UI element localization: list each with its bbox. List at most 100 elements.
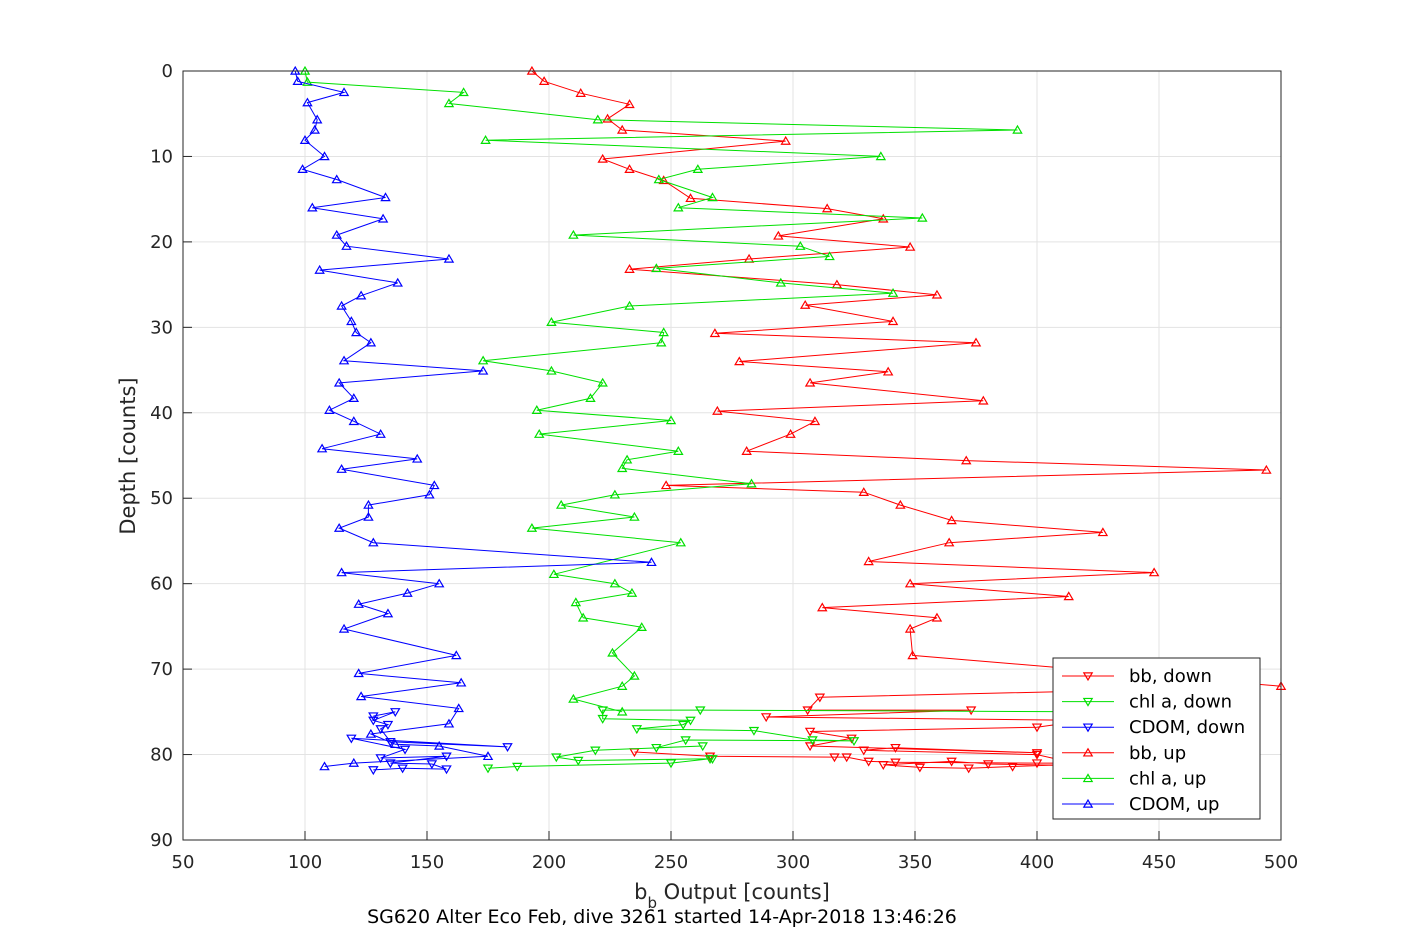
data-point — [875, 151, 887, 161]
data-point — [943, 537, 955, 547]
data-point — [616, 463, 628, 473]
data-point — [651, 743, 662, 753]
data-point — [655, 337, 667, 347]
legend-label: chl a, down — [1129, 692, 1232, 713]
data-point — [887, 287, 899, 297]
data-point — [477, 355, 489, 365]
data-point — [1031, 759, 1043, 769]
data-point — [333, 522, 345, 532]
data-point — [680, 736, 691, 746]
data-point — [636, 622, 647, 631]
data-point — [890, 743, 901, 753]
data-point — [848, 737, 860, 747]
data-point — [348, 393, 360, 403]
series-cdom-down — [346, 708, 513, 776]
legend-label: chl a, up — [1129, 768, 1206, 789]
legend-label: bb, down — [1129, 666, 1212, 687]
data-point — [424, 489, 435, 499]
data-point — [931, 289, 943, 299]
data-point — [858, 746, 870, 756]
data-point — [878, 761, 889, 770]
data-point — [502, 743, 513, 753]
legend-label: CDOM, down — [1129, 717, 1245, 738]
data-point — [375, 428, 386, 438]
data-point — [746, 478, 757, 488]
data-point — [443, 718, 455, 728]
legend-marker — [1082, 798, 1094, 808]
legend-box — [1052, 657, 1261, 820]
data-point — [385, 759, 396, 769]
data-point — [609, 489, 621, 499]
data-point — [963, 764, 974, 774]
series-line — [634, 690, 1111, 769]
data-point — [333, 377, 345, 387]
data-point — [443, 98, 455, 108]
data-point — [821, 203, 833, 213]
data-point — [385, 737, 396, 747]
data-point — [331, 174, 342, 184]
data-point — [390, 708, 401, 718]
data-point — [365, 337, 377, 347]
x-axis-label-rest: Output [counts] — [657, 880, 830, 904]
y-tick-label: 50 — [150, 488, 173, 509]
data-point — [773, 230, 784, 240]
data-point — [882, 366, 894, 376]
data-point — [1007, 762, 1018, 772]
data-point — [1148, 567, 1160, 577]
data-point — [677, 720, 689, 730]
legend-marker — [1082, 697, 1094, 707]
plot-frame — [182, 70, 1282, 841]
data-point — [399, 745, 411, 755]
data-point — [697, 742, 708, 752]
data-point — [402, 587, 413, 597]
x-tick-label: 300 — [776, 852, 810, 873]
data-point — [338, 355, 350, 365]
x-tick-label: 500 — [1264, 852, 1298, 873]
x-axis-label-subscript: b — [647, 894, 657, 912]
data-point — [658, 327, 669, 337]
data-point — [338, 623, 350, 633]
y-tick-label: 60 — [150, 574, 173, 595]
data-point — [707, 192, 718, 202]
data-point — [624, 264, 635, 273]
data-point — [685, 193, 696, 203]
data-point — [568, 229, 579, 239]
data-point — [824, 251, 835, 261]
data-point — [748, 726, 760, 736]
data-point — [546, 317, 557, 326]
data-point — [307, 202, 318, 212]
data-point — [597, 714, 608, 724]
data-point — [1031, 750, 1043, 760]
data-point — [1063, 591, 1074, 601]
data-point — [804, 742, 816, 752]
data-point — [368, 537, 379, 547]
data-point — [355, 290, 367, 300]
data-point — [616, 681, 628, 690]
data-point — [1012, 124, 1023, 134]
y-tick-label: 0 — [162, 61, 173, 82]
x-tick-label: 250 — [654, 852, 688, 873]
data-point — [709, 328, 721, 338]
data-point — [585, 393, 596, 403]
data-point — [455, 677, 467, 687]
data-point — [631, 725, 643, 735]
series-chl-a-down — [482, 706, 1092, 774]
data-point — [960, 455, 972, 465]
data-point — [382, 608, 394, 618]
data-point — [863, 757, 874, 767]
data-point — [1031, 723, 1043, 733]
data-point — [616, 124, 628, 134]
legend-label: CDOM, up — [1129, 794, 1219, 815]
data-point — [368, 766, 379, 776]
x-axis-label: bb Output [counts] — [634, 880, 830, 912]
data-point — [336, 567, 347, 577]
data-point — [570, 597, 582, 607]
y-tick-label: 80 — [150, 745, 173, 766]
data-point — [451, 650, 462, 660]
series-line — [304, 70, 1018, 713]
data-point — [624, 164, 635, 174]
data-point — [397, 764, 408, 774]
data-point — [904, 578, 916, 588]
data-point — [353, 598, 364, 608]
x-tick-label: 350 — [898, 852, 932, 873]
